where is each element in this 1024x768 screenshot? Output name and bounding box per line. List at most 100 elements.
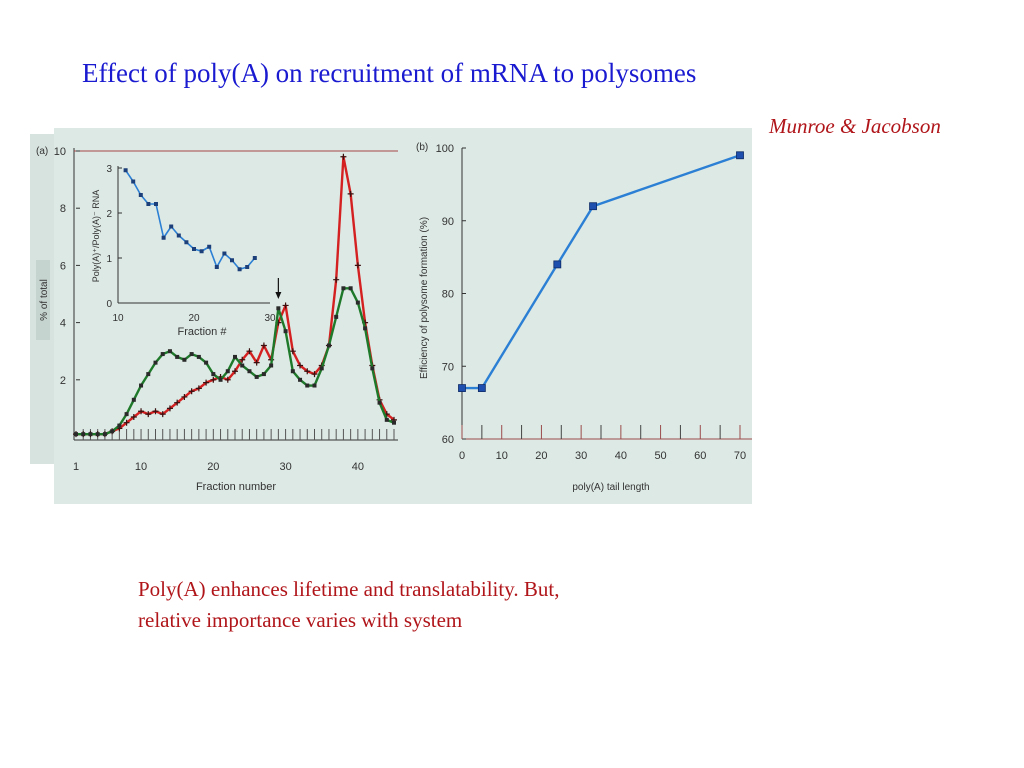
panel-a-point xyxy=(166,405,173,412)
panel-a-arrow-head xyxy=(275,292,282,299)
panel-a-point xyxy=(102,432,107,437)
panel-a-point xyxy=(370,366,375,371)
panel-a-point xyxy=(160,352,165,357)
inset-point xyxy=(169,224,174,229)
inset-point xyxy=(176,233,181,238)
panel-a-point xyxy=(175,354,180,359)
panel-b-point xyxy=(589,202,597,211)
panel-a-point xyxy=(139,383,144,388)
panel-b-xtick-label: 10 xyxy=(496,450,508,462)
panel-a-point xyxy=(319,366,324,371)
panel-a-point xyxy=(74,432,78,437)
figure-background xyxy=(54,128,752,504)
panel-a-point xyxy=(124,412,129,417)
inset-ytick-label: 2 xyxy=(106,209,112,220)
panel-a-point xyxy=(311,371,318,378)
inset-point xyxy=(245,265,250,269)
panel-a-ytick-labels: 2 4 6 8 10 xyxy=(54,146,80,387)
panel-a-point xyxy=(167,349,172,354)
panel-a-point xyxy=(348,286,353,291)
panel-a-xtick-label: 10 xyxy=(135,461,147,473)
panel-a-ylabel-box xyxy=(36,260,50,340)
panel-b-ylabel: Efficiency of polysome formation (%) xyxy=(419,217,430,379)
panel-b-series-blue xyxy=(458,151,744,392)
inset-ytick-label: 1 xyxy=(106,254,112,265)
panel-a-xlabel: Fraction number xyxy=(196,481,276,493)
panel-b-xtick-label: 40 xyxy=(615,450,627,462)
inset-point xyxy=(154,202,158,206)
inset-point xyxy=(123,168,128,173)
panel-a-point xyxy=(174,399,181,406)
panel-a-point xyxy=(225,369,230,374)
panel-a-point xyxy=(334,314,339,319)
panel-a-point xyxy=(152,408,159,415)
inset-point xyxy=(131,179,136,184)
panel-a-ylabel: % of total xyxy=(39,279,50,321)
panel-b-point xyxy=(736,151,744,160)
panel-b-ytick-label: 90 xyxy=(442,216,454,228)
caption: Poly(A) enhances lifetime and translatab… xyxy=(138,574,778,636)
panel-b-xtick-labels: 0 10 20 30 40 50 60 70 xyxy=(459,450,746,462)
panel-a-point xyxy=(261,372,266,377)
panel-a-xtick-label: 30 xyxy=(279,461,291,473)
slide-title: Effect of poly(A) on recruitment of mRNA… xyxy=(82,58,697,88)
inset-point xyxy=(192,247,196,251)
panel-a-point xyxy=(340,153,347,160)
inset-xtick-label: 20 xyxy=(188,313,200,324)
inset-point xyxy=(199,249,204,254)
panel-a-point xyxy=(269,363,274,368)
panel-a-point xyxy=(203,379,210,386)
panel-b-xtick-label: 0 xyxy=(459,450,465,462)
panel-a-ytick-label: 8 xyxy=(60,203,66,215)
panel-a-ytick-label: 10 xyxy=(54,146,66,158)
panel-a-point xyxy=(224,376,231,383)
inset-point xyxy=(138,193,143,197)
panel-a-ytick-label: 2 xyxy=(60,375,66,387)
panel-a-point xyxy=(283,329,288,334)
panel-a-point xyxy=(276,306,281,311)
panel-a-point xyxy=(110,429,115,434)
inset-point xyxy=(214,265,219,269)
inset-xlabel: Fraction # xyxy=(178,326,228,338)
panel-b-ytick-label: 80 xyxy=(442,289,454,301)
panel-a-ytick-label: 6 xyxy=(60,260,66,272)
panel-a-point xyxy=(95,432,100,437)
panel-a-point xyxy=(326,343,331,348)
panel-a-point xyxy=(289,348,296,355)
inset-point xyxy=(184,240,189,245)
panel-a-point xyxy=(130,413,137,420)
inset-ytick-label: 0 xyxy=(106,299,112,310)
panel-a-point xyxy=(88,432,93,437)
panel-a-point xyxy=(182,357,187,362)
panel-a-point xyxy=(347,190,354,197)
panel-a-point xyxy=(392,420,396,425)
panel-a-point xyxy=(246,348,253,355)
panel-a-point xyxy=(377,400,382,405)
panel-b-point xyxy=(477,384,486,392)
panel-a-point xyxy=(153,360,158,365)
panel-a-point xyxy=(253,359,260,366)
inset-xtick-label: 10 xyxy=(112,313,124,324)
panel-a-point xyxy=(290,369,295,374)
panel-a-point xyxy=(117,423,122,428)
panel-a-point xyxy=(145,411,152,418)
panel-a-point xyxy=(247,369,252,374)
panel-a-point xyxy=(333,276,340,283)
panel-a-point xyxy=(188,388,195,395)
panel-a-arrow xyxy=(275,278,282,299)
inset-xtick-labels: 10 20 30 xyxy=(112,313,276,324)
panel-a-point xyxy=(341,286,346,291)
panel-a-point xyxy=(131,397,136,402)
panel-b-xtick-label: 20 xyxy=(535,450,547,462)
panel-a-point xyxy=(146,372,151,377)
panel-a-point xyxy=(195,385,202,392)
panel-a-point xyxy=(196,354,201,359)
inset-panel: 0 1 2 3 10 20 30 Poly(A)⁺/Poly(A)⁻ RNA Fracti… xyxy=(91,164,276,338)
panel-a-xtick-label: 1 xyxy=(73,461,79,473)
inset-ytick-label: 3 xyxy=(106,164,112,175)
inset-point xyxy=(161,235,166,240)
panel-a-point xyxy=(355,300,360,305)
panel-b-label: (b) xyxy=(416,142,428,153)
panel-b-minor-ticks xyxy=(461,425,741,439)
